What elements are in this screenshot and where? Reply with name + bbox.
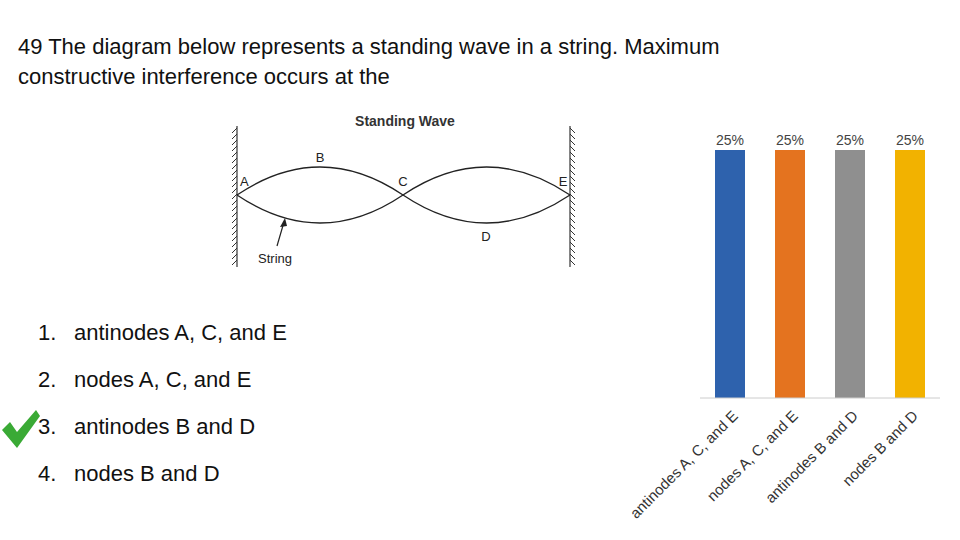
svg-text:D: D — [481, 229, 490, 244]
svg-text:E: E — [559, 174, 568, 189]
html-text:2.: 2. — [38, 367, 57, 392]
html-text:antinodes B and D: antinodes B and D — [74, 414, 255, 439]
svg-text:25%: 25% — [836, 132, 864, 148]
html-text:49 The diagram below represent: 49 The diagram below represents a standi… — [18, 34, 720, 59]
html-text:1.: 1. — [38, 320, 57, 345]
svg-text:nodes A, C, and E: nodes A, C, and E — [703, 406, 801, 505]
svg-text:Standing Wave: Standing Wave — [355, 113, 455, 129]
svg-text:antinodes A, C, and E: antinodes A, C, and E — [626, 407, 741, 522]
svg-text:antinodes B and D: antinodes B and D — [762, 407, 861, 506]
html-text:nodes B and D: nodes B and D — [74, 461, 220, 486]
svg-text:nodes B and D: nodes B and D — [839, 407, 921, 489]
svg-text:25%: 25% — [896, 132, 924, 148]
html-text:constructive interference occu: constructive interference occurs at the — [18, 64, 390, 89]
svg-text:C: C — [398, 174, 407, 189]
svg-text:25%: 25% — [716, 132, 744, 148]
svg-text:25%: 25% — [776, 132, 804, 148]
svg-text:A: A — [240, 174, 249, 189]
svg-text:B: B — [316, 150, 325, 165]
html-text:4.: 4. — [38, 461, 57, 486]
html-text:3.: 3. — [38, 414, 57, 439]
html-text:nodes A, C, and E: nodes A, C, and E — [74, 367, 252, 392]
html-text:antinodes A, C, and E: antinodes A, C, and E — [74, 320, 287, 345]
svg-text:String: String — [258, 251, 292, 266]
